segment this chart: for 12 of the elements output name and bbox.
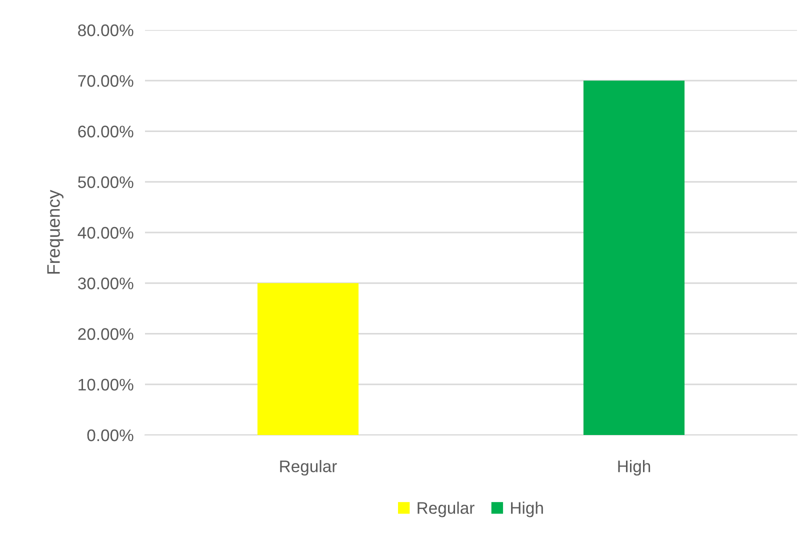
y-tick-label: 30.00% (78, 278, 134, 290)
legend-label: Regular (418, 502, 474, 518)
y-tick-label: 10.00% (78, 378, 134, 391)
y-axis-title: Frequency (47, 190, 64, 274)
y-tick-label: 20.00% (78, 328, 134, 340)
y-tick-label: 40.00% (78, 226, 134, 239)
y-tick-label: 50.00% (78, 176, 134, 188)
y-tick-label: 0.00% (87, 429, 134, 442)
legend-label: High (511, 502, 543, 518)
y-tick-label: 60.00% (78, 126, 134, 138)
y-tick-label: 70.00% (78, 75, 134, 87)
y-tick-label: 80.00% (78, 24, 134, 36)
